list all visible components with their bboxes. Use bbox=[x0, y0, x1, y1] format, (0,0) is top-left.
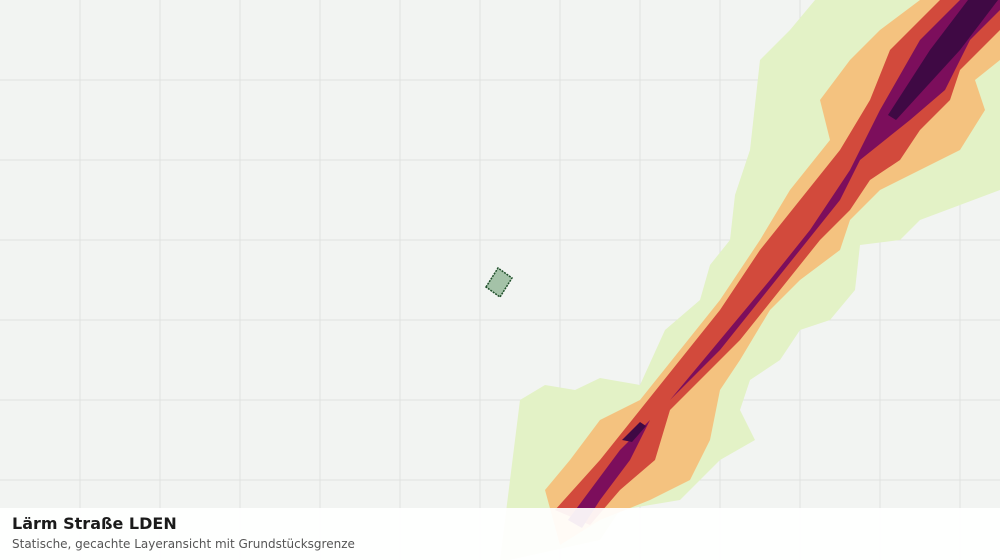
info-panel: Lärm Straße LDEN Statische, gecachte Lay… bbox=[0, 508, 1000, 560]
noise-zone-extreme bbox=[888, 0, 998, 120]
parcel-boundary bbox=[484, 266, 514, 299]
noise-zone-very-high bbox=[568, 0, 1000, 528]
layer-subtitle: Statische, gecachte Layeransicht mit Gru… bbox=[12, 537, 355, 551]
noise-zone-extreme bbox=[622, 422, 646, 442]
layer-title: Lärm Straße LDEN bbox=[12, 514, 177, 533]
